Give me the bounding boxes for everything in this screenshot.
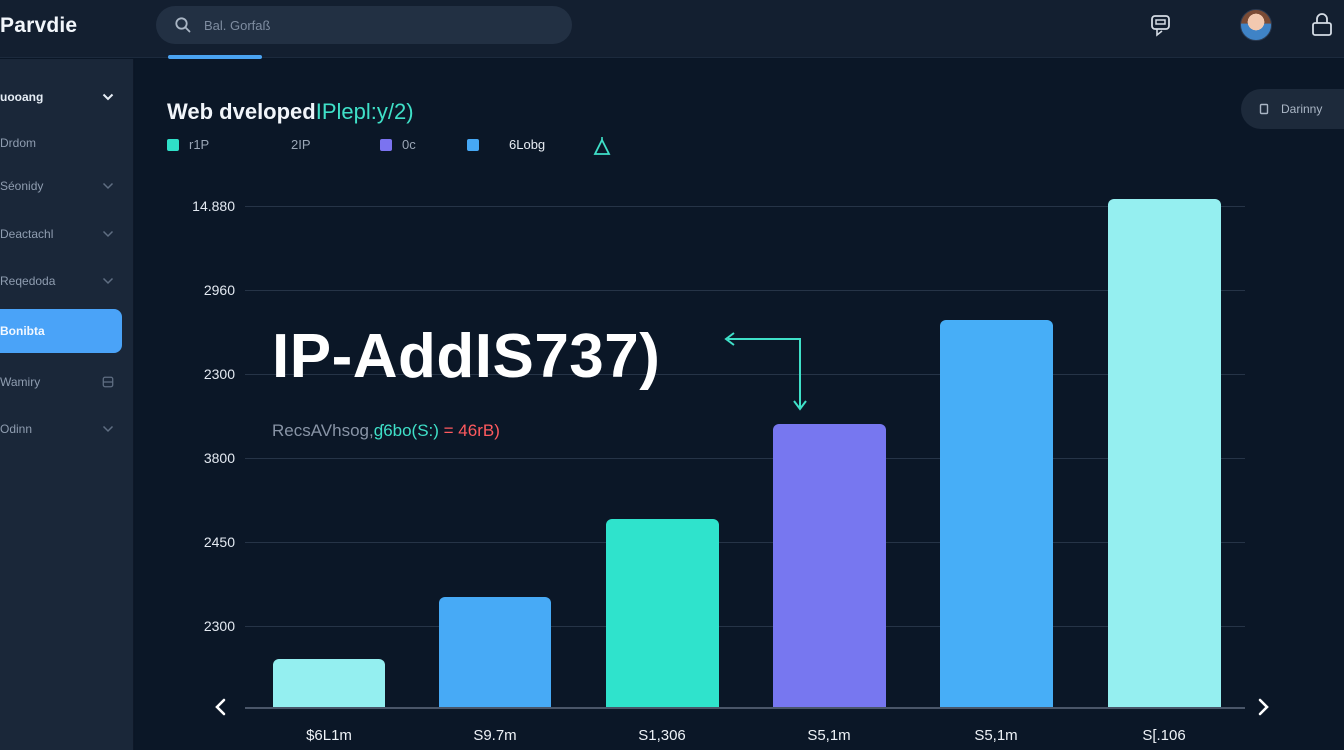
legend-swatch [167, 138, 179, 151]
chevron-left-icon[interactable] [211, 697, 231, 717]
avatar[interactable] [1240, 9, 1272, 41]
bar[interactable] [439, 597, 551, 707]
main-content: Web dvelopedIPlepl:y/2) Darinny r1P 2IP … [135, 59, 1344, 750]
legend-swatch [380, 138, 392, 151]
legend-item[interactable]: r1P [167, 137, 209, 152]
sidebar-item-bonibta[interactable]: Bonibta [0, 309, 122, 353]
square-icon [102, 376, 114, 388]
bar[interactable] [940, 320, 1053, 707]
sidebar-item-header[interactable]: uooang [0, 77, 122, 117]
lock-icon[interactable] [1310, 12, 1334, 38]
sidebar-item-deactachl[interactable]: Deactachl [0, 214, 122, 254]
search-input[interactable]: Bal. Gorfaß [156, 6, 572, 44]
bar[interactable] [773, 424, 886, 707]
y-tick-label: 3800 [203, 450, 235, 466]
legend-swatch [467, 138, 479, 151]
legend-item[interactable]: 2IP [291, 137, 311, 152]
y-tick-label: 2960 [203, 282, 235, 298]
bar[interactable] [606, 519, 719, 707]
sidebar: uooang Drdom Séonidy Deactachl Reqedoda … [0, 59, 134, 750]
gridline [245, 542, 1245, 543]
sidebar-item-wamiry[interactable]: Wamiry [0, 362, 122, 402]
chevron-down-icon [102, 277, 114, 285]
trash-icon [1259, 103, 1269, 115]
legend-item[interactable]: 0c [380, 137, 416, 152]
chart-title: Web dvelopedIPlepl:y/2) [167, 99, 414, 124]
warning-triangle-icon[interactable] [593, 137, 611, 157]
legend-item[interactable]: 6Lobg [467, 137, 545, 152]
y-tick-label: 2450 [203, 534, 235, 550]
search-icon [175, 17, 191, 33]
gridline [245, 458, 1245, 459]
chat-icon[interactable] [1150, 14, 1172, 38]
x-tick-label: S[.106 [1142, 727, 1186, 744]
y-tick-label: 14.880 [192, 198, 235, 214]
x-axis [245, 707, 1245, 709]
gridline [245, 290, 1245, 291]
y-tick-label: 2300 [203, 366, 235, 382]
sidebar-item-drdom[interactable]: Drdom [0, 136, 37, 150]
search-placeholder: Bal. Gorfaß [204, 17, 271, 33]
chevron-down-icon [102, 93, 114, 101]
chevron-down-icon [102, 425, 114, 433]
y-tick-label: 2300 [203, 618, 235, 634]
x-tick-label: $6L1m [306, 727, 352, 744]
gridline [245, 374, 1245, 375]
brand-logo[interactable]: Parvdie [0, 14, 78, 37]
x-tick-label: S5,1m [974, 727, 1018, 744]
annotation-headline: IP-AddIS737) [272, 322, 661, 391]
gridline [245, 206, 1245, 207]
display-button[interactable]: Darinny [1241, 89, 1344, 129]
connector-arrow-icon [724, 332, 807, 411]
gridline [245, 626, 1245, 627]
chevron-down-icon [102, 230, 114, 238]
x-tick-label: S9.7m [473, 727, 517, 744]
bar[interactable] [1108, 199, 1221, 707]
x-tick-label: S1,306 [638, 727, 686, 744]
x-tick-label: S5,1m [807, 727, 851, 744]
annotation-subtext: RecsAVhsog,ɠ6bo(S:) = 46rB) [272, 421, 500, 440]
chevron-down-icon [102, 182, 114, 190]
sidebar-item-reqedoda[interactable]: Reqedoda [0, 261, 122, 301]
sidebar-item-odinn[interactable]: Odinn [0, 409, 122, 449]
active-tab-indicator [168, 55, 262, 59]
sidebar-item-seonidy[interactable]: Séonidy [0, 166, 122, 206]
top-bar: Parvdie Bal. Gorfaß [0, 0, 1344, 59]
bar[interactable] [273, 659, 385, 707]
chevron-right-icon[interactable] [1253, 697, 1273, 717]
